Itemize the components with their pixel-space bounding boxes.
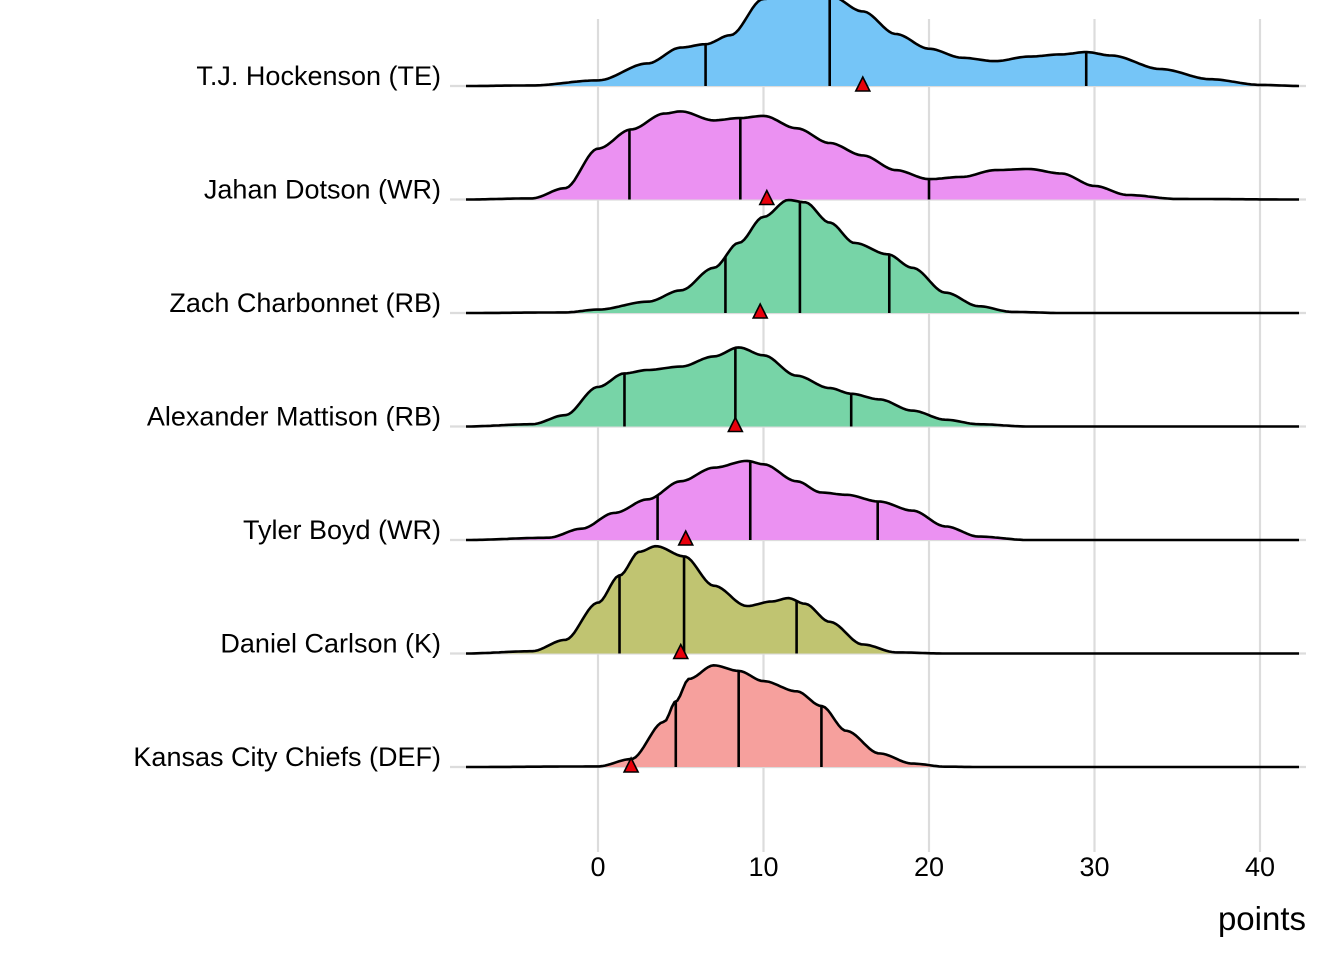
y-axis-label: Zach Charbonnet (RB) xyxy=(169,288,441,318)
actual-score-marker xyxy=(677,529,695,546)
x-tick-label: 10 xyxy=(748,852,778,882)
ridge-2 xyxy=(466,198,1299,319)
x-tick-label: 0 xyxy=(590,852,605,882)
density-fill xyxy=(466,347,1299,427)
density-fill xyxy=(466,546,1299,654)
y-axis-label: Tyler Boyd (WR) xyxy=(243,515,441,545)
x-tick-label: 30 xyxy=(1079,852,1109,882)
actual-score-marker xyxy=(758,188,776,206)
density-fill xyxy=(466,0,1299,86)
y-axis-label: Daniel Carlson (K) xyxy=(220,629,441,659)
density-line xyxy=(466,110,1299,201)
ridges xyxy=(466,0,1299,773)
y-axis-label: Alexander Mattison (RB) xyxy=(147,402,441,432)
y-axis-labels: T.J. Hockenson (TE) Jahan Dotson (WR) Zach… xyxy=(133,61,441,772)
density-fill xyxy=(466,200,1299,313)
actual-score-marker xyxy=(854,75,872,92)
x-axis-tick-labels: 0 10 20 30 40 xyxy=(590,852,1275,882)
y-axis-label: Kansas City Chiefs (DEF) xyxy=(133,742,441,772)
actual-score-marker xyxy=(622,756,640,773)
y-axis-label: T.J. Hockenson (TE) xyxy=(196,61,441,91)
x-tick-label: 20 xyxy=(914,852,944,882)
x-tick-label: 40 xyxy=(1245,852,1275,882)
density-line xyxy=(466,663,1299,769)
density-line xyxy=(466,544,1299,655)
ridge-5 xyxy=(466,544,1299,660)
density-line xyxy=(466,0,1299,88)
density-line xyxy=(466,459,1299,542)
ridge-6 xyxy=(466,663,1299,773)
density-fill xyxy=(466,111,1299,200)
ridge-0 xyxy=(466,0,1299,92)
actual-score-marker xyxy=(727,415,744,433)
density-line xyxy=(466,346,1299,428)
x-axis-title: points xyxy=(1218,900,1306,937)
density-fill xyxy=(466,665,1299,767)
ridge-3 xyxy=(466,346,1299,433)
density-fill xyxy=(466,460,1299,540)
actual-score-marker xyxy=(672,642,690,660)
density-line xyxy=(466,198,1299,315)
y-axis-label: Jahan Dotson (WR) xyxy=(204,175,441,205)
actual-score-marker xyxy=(751,302,769,319)
ridge-4 xyxy=(466,459,1299,546)
ridge-1 xyxy=(466,110,1299,206)
